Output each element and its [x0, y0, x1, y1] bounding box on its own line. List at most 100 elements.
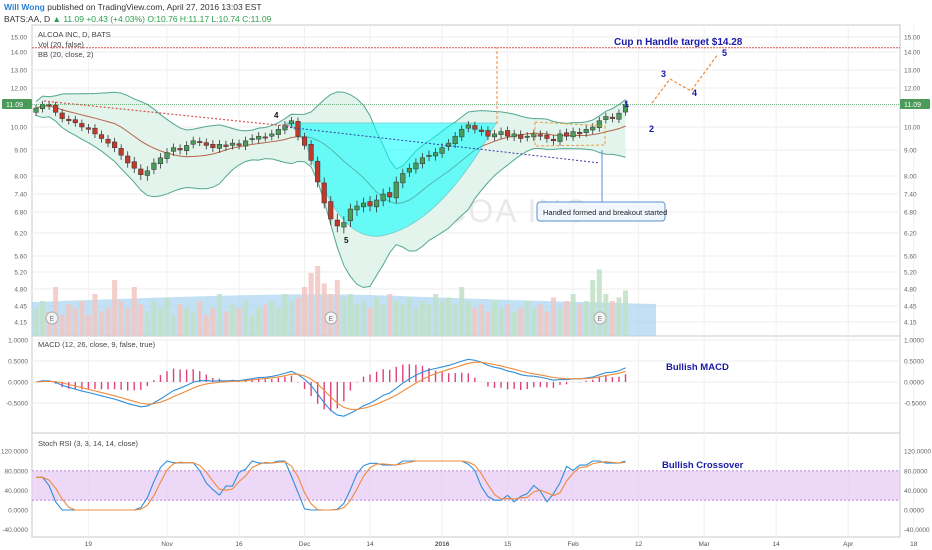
candle-body: [583, 129, 589, 134]
price-tick-right: 7.40: [904, 192, 917, 199]
volume-bar: [577, 304, 583, 336]
neckline: [285, 126, 601, 164]
candle-body: [537, 134, 543, 137]
candle-body: [164, 152, 170, 159]
volume-bar: [393, 301, 399, 336]
volume-bar: [151, 301, 157, 336]
candles: [33, 100, 629, 234]
candle-body: [269, 133, 275, 137]
candle-body: [505, 130, 511, 137]
candle-body: [465, 124, 471, 129]
macd-tick-left: 1.0000: [8, 338, 28, 345]
candle-body: [85, 127, 91, 130]
volume-bar: [105, 308, 111, 336]
candle-body: [511, 133, 517, 138]
candle-body: [498, 131, 504, 135]
earnings-marker-2[interactable]: [324, 311, 338, 325]
stoch-tick-right: -40.0000: [904, 527, 930, 534]
candle-body: [334, 219, 340, 227]
price-tick-right: 10.00: [904, 125, 921, 132]
volume-bar: [511, 311, 517, 336]
candle-body: [138, 168, 144, 175]
volume-bar: [341, 297, 347, 336]
projected-path: [651, 53, 719, 104]
price-tick-left: 7.40: [14, 192, 27, 199]
candle-body: [413, 162, 419, 170]
time-tick: Mar: [698, 541, 710, 548]
volume-bar: [439, 301, 445, 336]
candle-body: [33, 107, 39, 113]
candle-body: [144, 170, 150, 176]
candle-body: [92, 127, 98, 135]
candle-body: [590, 126, 596, 131]
volume-bar: [406, 297, 412, 336]
earnings-marker-1[interactable]: [45, 311, 59, 325]
candle-body: [275, 129, 281, 135]
candle-body: [151, 162, 157, 170]
volume-bar: [59, 315, 65, 336]
candle-body: [40, 103, 46, 109]
volume-bar: [66, 304, 72, 336]
stoch-tick-right: 80.0000: [904, 468, 928, 475]
time-tick: Apr: [843, 541, 854, 548]
macd-tick-right: 0.5000: [904, 359, 924, 366]
time-tick: 14: [366, 541, 374, 548]
candle-body: [249, 138, 255, 140]
candle-body: [577, 132, 583, 135]
price-tick-right: 6.20: [904, 231, 917, 238]
volume-bar: [197, 301, 203, 336]
candle-body: [400, 173, 406, 184]
candle-body: [302, 136, 308, 146]
macd-tick-left: 0.5000: [8, 359, 28, 366]
volume-bar: [321, 283, 327, 336]
time-tick: Feb: [567, 541, 579, 548]
candle-body: [360, 202, 367, 208]
volume-bar: [524, 301, 530, 336]
candle-body: [544, 134, 550, 139]
volume-bar: [544, 311, 550, 336]
price-tick-left: 6.20: [14, 231, 27, 238]
volume-bar: [236, 308, 242, 336]
candle-body: [557, 133, 563, 142]
author-name[interactable]: Will Wong: [4, 2, 45, 12]
ohlc-values: O:10.76 H:11.17 L:10.74 C:11.09: [147, 14, 272, 24]
last-price: 11.09: [63, 14, 84, 24]
callout-box: [536, 201, 666, 222]
last-price-badge-right: [900, 99, 930, 109]
candle-body: [524, 135, 530, 138]
price-tick-right: 12.00: [904, 86, 921, 93]
volume-bar: [492, 301, 497, 336]
price-tick-left: 12.00: [11, 86, 28, 93]
volume-bar: [282, 294, 288, 336]
candle-body: [131, 161, 137, 169]
candle-body: [622, 104, 629, 113]
price-tick-right: 4.80: [904, 287, 917, 294]
candle-body: [426, 154, 432, 157]
price-tick-left: 8.00: [14, 174, 27, 181]
volume-bar: [361, 301, 366, 336]
stoch-tick-right: 120.0000: [904, 449, 931, 456]
candle-body: [446, 142, 452, 147]
volume-bar: [262, 304, 268, 336]
price-tick-left: 4.80: [14, 287, 27, 294]
candle-body: [603, 116, 609, 120]
candle-body: [374, 199, 380, 208]
candle-body: [354, 205, 360, 211]
earnings-marker-3[interactable]: [593, 311, 607, 325]
earnings-marker-3-label: E: [598, 316, 603, 323]
macd-tick-right: 1.0000: [904, 338, 924, 345]
candle-body: [79, 123, 85, 128]
price-tick-left: 4.45: [14, 304, 27, 311]
volume-bar: [354, 304, 360, 336]
price-tick-right: 9.00: [904, 148, 917, 155]
wave-label-3: 3: [661, 69, 666, 79]
volume-bar: [53, 287, 59, 336]
macd-legend: MACD (12, 26, close, 9, false, true): [38, 340, 156, 349]
volume-bar: [623, 290, 628, 336]
volume-bar: [472, 308, 478, 336]
price-tick-right: 14.00: [904, 50, 921, 57]
time-tick: Nov: [161, 541, 173, 548]
volume-bar: [367, 308, 373, 336]
volume-bar: [85, 315, 91, 336]
